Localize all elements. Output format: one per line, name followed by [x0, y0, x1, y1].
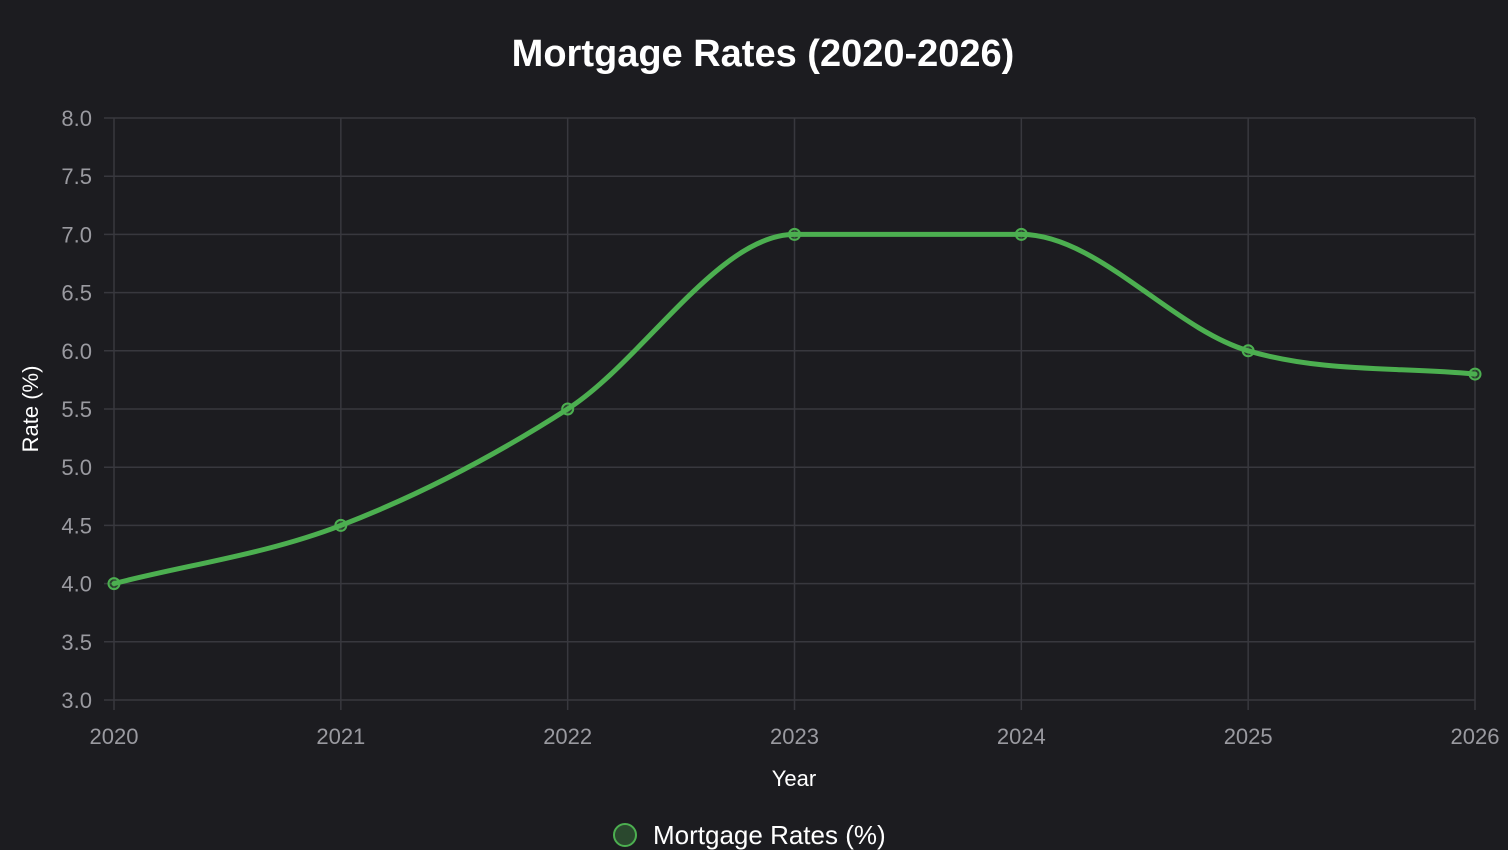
chart-title: Mortgage Rates (2020-2026): [512, 33, 1015, 75]
x-axis-title: Year: [772, 766, 816, 791]
data-point[interactable]: [107, 577, 121, 591]
x-tick-label: 2025: [1224, 724, 1273, 749]
data-point[interactable]: [334, 518, 348, 532]
legend-label: Mortgage Rates (%): [653, 820, 886, 850]
series-layer: [111, 231, 1478, 587]
y-tick-label: 4.5: [61, 513, 92, 538]
data-point[interactable]: [561, 402, 575, 416]
x-tick-label: 2026: [1451, 724, 1500, 749]
x-axis-ticks: 2020 2021 2022 2023 2024 2025 2026: [90, 724, 1500, 749]
data-points: [107, 227, 1482, 591]
y-tick-label: 5.5: [61, 397, 92, 422]
series-line: [111, 231, 1478, 587]
y-axis-title: Rate (%): [18, 366, 43, 453]
x-tick-label: 2021: [316, 724, 365, 749]
data-point[interactable]: [1468, 367, 1482, 381]
y-tick-label: 4.0: [61, 572, 92, 597]
y-tick-label: 6.0: [61, 339, 92, 364]
data-point[interactable]: [1014, 227, 1028, 241]
y-tick-label: 3.0: [61, 688, 92, 713]
data-point[interactable]: [788, 227, 801, 241]
legend[interactable]: Mortgage Rates (%): [613, 820, 886, 850]
y-tick-label: 3.5: [61, 630, 92, 655]
y-tick-label: 7.0: [61, 222, 92, 247]
x-tick-label: 2020: [90, 724, 139, 749]
y-tick-label: 7.5: [61, 164, 92, 189]
y-tick-label: 5.0: [61, 455, 92, 480]
x-tick-label: 2024: [997, 724, 1046, 749]
y-axis-ticks: 3.0 3.5 4.0 4.5 5.0 5.5 6.0 6.5 7.0 7.5 8.0: [61, 106, 92, 713]
grid: [104, 117, 1476, 710]
y-tick-label: 8.0: [61, 106, 92, 131]
y-tick-label: 6.5: [61, 281, 92, 306]
legend-swatch-icon: [613, 823, 637, 847]
x-tick-label: 2022: [543, 724, 592, 749]
x-tick-label: 2023: [770, 724, 819, 749]
data-point[interactable]: [1241, 344, 1255, 358]
